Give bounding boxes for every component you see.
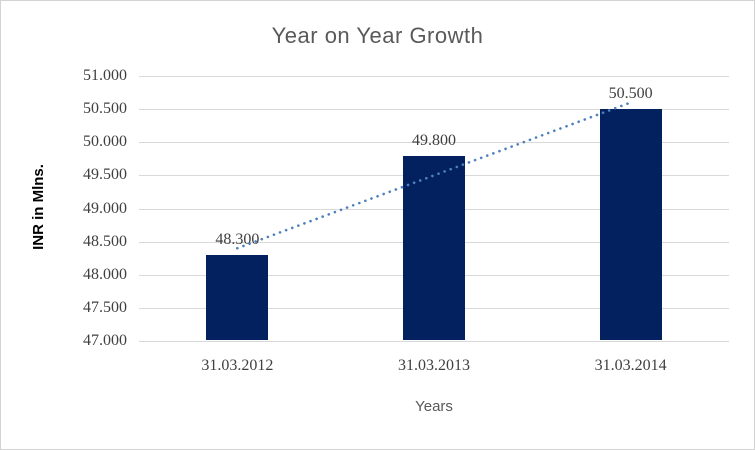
x-category-label: 31.03.2012	[201, 357, 274, 374]
y-axis-title: INR in Mlns.	[30, 164, 47, 250]
chart-title: Year on Year Growth	[271, 23, 484, 48]
x-category-label: 31.03.2013	[397, 357, 470, 374]
plot-area: 48.300 49.800 50.500	[139, 76, 729, 342]
bar	[599, 109, 662, 340]
gridline	[139, 76, 729, 77]
y-tick-label: 48.000	[83, 265, 127, 283]
bar-value-label: 49.800	[412, 131, 456, 149]
bar	[206, 254, 269, 340]
y-tick-label: 49.000	[83, 199, 127, 217]
y-tick-label: 51.000	[83, 67, 127, 84]
y-tick-label: 47.500	[83, 298, 127, 316]
gridline	[139, 142, 729, 144]
y-tick-label: 50.000	[83, 133, 127, 151]
y-tick-label: 48.500	[83, 232, 127, 250]
y-tick-label: 47.000	[83, 332, 127, 349]
y-tick-label: 50.500	[83, 100, 127, 118]
trendline	[236, 101, 632, 250]
bar	[403, 155, 465, 340]
bar-value-label: 50.500	[608, 85, 653, 103]
gridline	[139, 341, 729, 342]
x-category-label: 31.03.2014	[594, 357, 667, 374]
x-axis-title: Years	[415, 398, 453, 415]
gridline	[139, 109, 729, 111]
y-tick-label: 49.500	[83, 166, 127, 184]
